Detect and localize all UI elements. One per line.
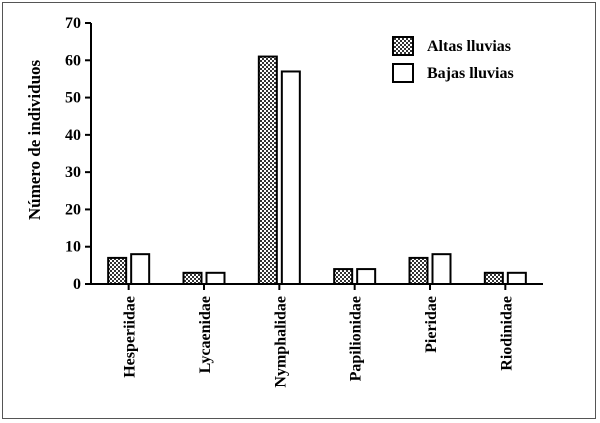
y-tick-label: 50 — [65, 90, 81, 107]
y-tick-label: 30 — [65, 164, 81, 181]
x-tick-label: Lycaenidae — [197, 296, 214, 373]
x-tick-label: Pieridae — [423, 296, 440, 353]
y-tick-label: 40 — [65, 127, 81, 144]
bar-pieridae-altas — [408, 256, 429, 285]
bar-nymphalidae-altas — [257, 55, 278, 285]
bar-nymphalidae-bajas — [280, 70, 301, 285]
y-tick-label: 70 — [65, 15, 81, 32]
x-tick-label: Riodinidae — [498, 296, 515, 371]
bar-papilionidae-bajas — [356, 268, 377, 286]
y-axis-label: Número de individuos — [25, 59, 44, 220]
x-tick-label: Nymphalidae — [272, 296, 289, 388]
y-tick-label: 0 — [73, 276, 81, 293]
bar-riodinidae-altas — [483, 271, 504, 286]
bar-riodinidae-bajas — [506, 271, 527, 286]
legend-label: Altas lluvias — [427, 38, 511, 55]
legend-swatch — [392, 36, 414, 56]
bar-papilionidae-altas — [333, 268, 354, 286]
bar-hesperiidae-bajas — [130, 253, 151, 286]
figure-frame — [2, 2, 596, 419]
y-tick-label: 60 — [65, 52, 81, 69]
x-tick-label: Papilionidae — [348, 296, 365, 381]
x-tick-label: Hesperiidae — [122, 296, 139, 378]
legend-swatch — [392, 63, 414, 83]
legend-label: Bajas lluvias — [427, 65, 514, 82]
bar-pieridae-bajas — [431, 253, 452, 286]
bar-lycaenidae-bajas — [205, 271, 226, 286]
bar-hesperiidae-altas — [107, 256, 128, 285]
bar-lycaenidae-altas — [182, 271, 203, 286]
y-tick-label: 20 — [65, 201, 81, 218]
y-tick-label: 10 — [65, 239, 81, 256]
